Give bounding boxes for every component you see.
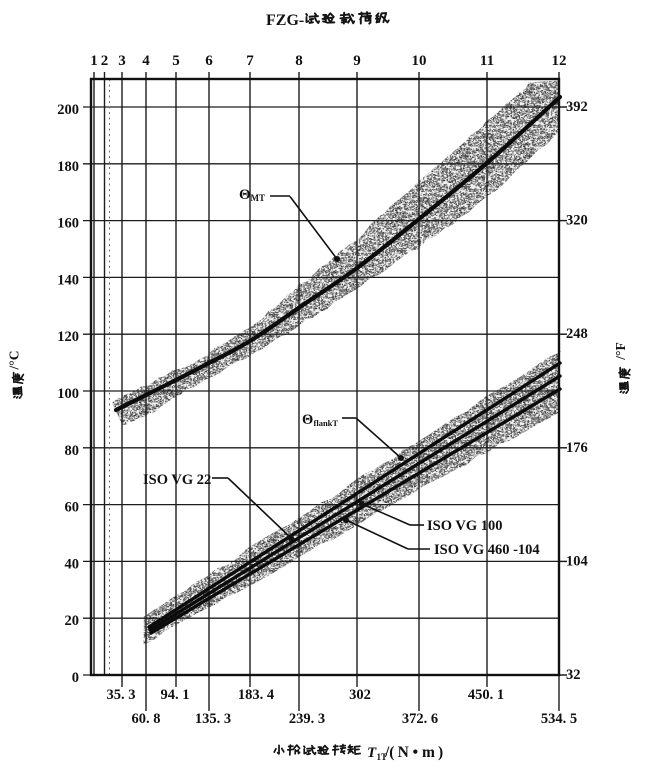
svg-text:450. 1: 450. 1 [468, 687, 504, 703]
svg-text:FZG-: FZG- [266, 12, 304, 29]
svg-text:0: 0 [72, 670, 79, 686]
svg-text:9: 9 [353, 53, 361, 69]
svg-text:80: 80 [65, 443, 80, 459]
svg-text:ISO VG 22: ISO VG 22 [143, 472, 211, 488]
svg-text:20: 20 [65, 613, 80, 629]
svg-text:/°C: /°C [7, 351, 22, 371]
svg-text:3: 3 [118, 53, 126, 69]
svg-text:183. 4: 183. 4 [238, 687, 274, 703]
svg-text:239. 3: 239. 3 [289, 711, 325, 727]
svg-text:60. 8: 60. 8 [132, 711, 161, 727]
svg-text:248: 248 [566, 326, 588, 342]
svg-text:94. 1: 94. 1 [161, 687, 190, 703]
svg-text:392: 392 [566, 99, 588, 115]
svg-text:302: 302 [349, 687, 371, 703]
svg-text:ISO VG 460 -104: ISO VG 460 -104 [434, 542, 540, 558]
svg-text:100: 100 [57, 386, 79, 402]
svg-text:MT: MT [251, 193, 266, 203]
svg-text:8: 8 [295, 53, 303, 69]
svg-text:120: 120 [57, 329, 79, 345]
svg-text:176: 176 [566, 440, 588, 456]
svg-text:320: 320 [566, 213, 588, 229]
svg-text:4: 4 [142, 53, 150, 69]
svg-text:200: 200 [57, 102, 79, 118]
svg-text:6: 6 [205, 53, 213, 69]
svg-text:flankT: flankT [314, 418, 339, 428]
svg-text:180: 180 [57, 159, 79, 175]
svg-text:135. 3: 135. 3 [195, 711, 231, 727]
svg-text:Θ: Θ [302, 412, 313, 428]
svg-text:35. 3: 35. 3 [107, 687, 136, 703]
svg-text:160: 160 [57, 216, 79, 232]
svg-text:12: 12 [552, 53, 567, 69]
svg-text:32: 32 [566, 667, 581, 683]
svg-text:140: 140 [57, 272, 79, 288]
svg-text:11: 11 [480, 53, 494, 69]
svg-text:2: 2 [101, 53, 109, 69]
svg-text:104: 104 [566, 553, 588, 569]
svg-text:10: 10 [412, 53, 427, 69]
svg-text:/°F: /°F [613, 342, 628, 360]
svg-text:60: 60 [65, 500, 80, 516]
svg-text:372. 6: 372. 6 [402, 711, 438, 727]
svg-text:534. 5: 534. 5 [541, 711, 577, 727]
svg-text:Θ: Θ [239, 187, 251, 203]
svg-text:1: 1 [90, 53, 98, 69]
svg-text:5: 5 [172, 53, 180, 69]
svg-text:40: 40 [65, 556, 80, 572]
svg-text:T: T [367, 745, 377, 761]
svg-text:7: 7 [246, 53, 254, 69]
svg-text:1T: 1T [377, 752, 388, 762]
svg-text:/( N • m ): /( N • m ) [384, 744, 443, 761]
svg-text:ISO VG 100: ISO VG 100 [427, 518, 502, 534]
